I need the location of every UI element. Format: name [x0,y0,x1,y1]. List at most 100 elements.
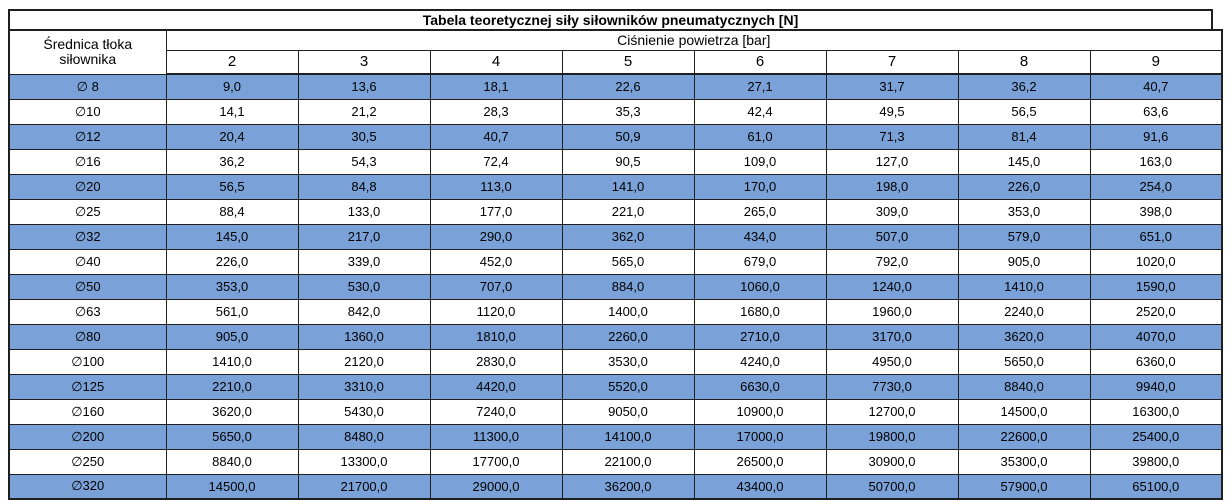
force-value-cell: 49,5 [825,98,959,125]
force-value-cell: 14500,0 [165,473,299,500]
force-value-cell: 72,4 [429,148,563,175]
diameter-cell: ∅16 [8,148,167,175]
force-value-cell: 26500,0 [693,448,827,475]
force-value-cell: 4240,0 [693,348,827,375]
force-value-cell: 133,0 [297,198,431,225]
table-row: ∅20 56,5 84,8 113,0 141,0 170,0 198,0 226,0 254,… [8,173,1223,200]
force-value-cell: 177,0 [429,198,563,225]
force-value-cell: 254,0 [1089,173,1223,200]
table-row: ∅50 353,0 530,0 707,0 884,0 1060,0 1240,0 1410,… [8,273,1223,300]
force-value-cell: 8480,0 [297,423,431,450]
pressure-column-header: 8 [957,49,1091,75]
pneumatic-force-table: Średnica tłoka siłownika Ciśnienie powie… [8,29,1223,500]
table-row: ∅125 2210,0 3310,0 4420,0 5520,0 6630,0 7730,0… [8,373,1223,400]
force-value-cell: 651,0 [1089,223,1223,250]
force-value-cell: 6360,0 [1089,348,1223,375]
force-value-cell: 10900,0 [693,398,827,425]
force-value-cell: 163,0 [1089,148,1223,175]
force-value-cell: 84,8 [297,173,431,200]
force-value-cell: 19800,0 [825,423,959,450]
force-value-cell: 1410,0 [957,273,1091,300]
force-value-cell: 905,0 [165,323,299,350]
force-value-cell: 22100,0 [561,448,695,475]
force-value-cell: 16300,0 [1089,398,1223,425]
force-value-cell: 36,2 [165,148,299,175]
force-value-cell: 1060,0 [693,273,827,300]
pressure-column-header: 6 [693,49,827,75]
force-value-cell: 145,0 [165,223,299,250]
force-value-cell: 1810,0 [429,323,563,350]
force-value-cell: 2120,0 [297,348,431,375]
force-value-cell: 353,0 [165,273,299,300]
table-row: ∅63 561,0 842,0 1120,0 1400,0 1680,0 1960,0 224… [8,298,1223,325]
force-value-cell: 12700,0 [825,398,959,425]
force-value-cell: 2520,0 [1089,298,1223,325]
table-row: ∅160 3620,0 5430,0 7240,0 9050,0 10900,0 12700… [8,398,1223,425]
force-value-cell: 81,4 [957,123,1091,150]
force-value-cell: 4070,0 [1089,323,1223,350]
header-group-row: Średnica tłoka siłownika Ciśnienie powie… [8,29,1223,75]
force-value-cell: 88,4 [165,198,299,225]
force-value-cell: 7730,0 [825,373,959,400]
force-value-cell: 565,0 [561,248,695,275]
force-value-cell: 1120,0 [429,298,563,325]
table-container: Średnica tłoka siłownika Ciśnienie powie… [8,29,1223,500]
force-value-cell: 90,5 [561,148,695,175]
force-value-cell: 3170,0 [825,323,959,350]
force-value-cell: 7240,0 [429,398,563,425]
force-value-cell: 2710,0 [693,323,827,350]
table-row: ∅ 8 9,0 13,6 18,1 22,6 27,1 31,7 36,2 40,7 [8,73,1223,100]
force-value-cell: 50700,0 [825,473,959,500]
force-value-cell: 35300,0 [957,448,1091,475]
diameter-cell: ∅40 [8,248,167,275]
force-value-cell: 65100,0 [1089,473,1223,500]
force-value-cell: 91,6 [1089,123,1223,150]
force-value-cell: 792,0 [825,248,959,275]
force-value-cell: 3620,0 [957,323,1091,350]
pressure-column-header: 9 [1089,49,1223,75]
force-value-cell: 1400,0 [561,298,695,325]
diameter-cell: ∅250 [8,448,167,475]
force-value-cell: 71,3 [825,123,959,150]
diameter-header-line1: Średnica tłoka [43,35,133,52]
diameter-cell: ∅20 [8,173,167,200]
force-value-cell: 679,0 [693,248,827,275]
force-value-cell: 226,0 [165,248,299,275]
force-value-cell: 42,4 [693,98,827,125]
force-value-cell: 57900,0 [957,473,1091,500]
force-value-cell: 3620,0 [165,398,299,425]
force-value-cell: 127,0 [825,148,959,175]
diameter-cell: ∅320 [8,473,167,500]
force-value-cell: 3530,0 [561,348,695,375]
force-value-cell: 61,0 [693,123,827,150]
table-row: ∅80 905,0 1360,0 1810,0 2260,0 2710,0 3170,0 36… [8,323,1223,350]
force-value-cell: 18,1 [429,73,563,100]
diameter-cell: ∅100 [8,348,167,375]
force-value-cell: 2240,0 [957,298,1091,325]
force-value-cell: 22,6 [561,73,695,100]
force-value-cell: 1680,0 [693,298,827,325]
force-value-cell: 35,3 [561,98,695,125]
force-value-cell: 2260,0 [561,323,695,350]
force-value-cell: 27,1 [693,73,827,100]
table-row: ∅100 1410,0 2120,0 2830,0 3530,0 4240,0 4950,0… [8,348,1223,375]
force-value-cell: 145,0 [957,148,1091,175]
force-value-cell: 1240,0 [825,273,959,300]
force-value-cell: 198,0 [825,173,959,200]
force-value-cell: 28,3 [429,98,563,125]
force-value-cell: 842,0 [297,298,431,325]
force-value-cell: 530,0 [297,273,431,300]
force-value-cell: 30900,0 [825,448,959,475]
force-value-cell: 507,0 [825,223,959,250]
pressure-column-header: 4 [429,49,563,75]
force-value-cell: 9,0 [165,73,299,100]
force-value-cell: 561,0 [165,298,299,325]
diameter-column-header: Średnica tłoka siłownika [8,29,167,75]
force-value-cell: 30,5 [297,123,431,150]
diameter-cell: ∅50 [8,273,167,300]
force-value-cell: 226,0 [957,173,1091,200]
diameter-cell: ∅160 [8,398,167,425]
force-value-cell: 452,0 [429,248,563,275]
force-value-cell: 13,6 [297,73,431,100]
